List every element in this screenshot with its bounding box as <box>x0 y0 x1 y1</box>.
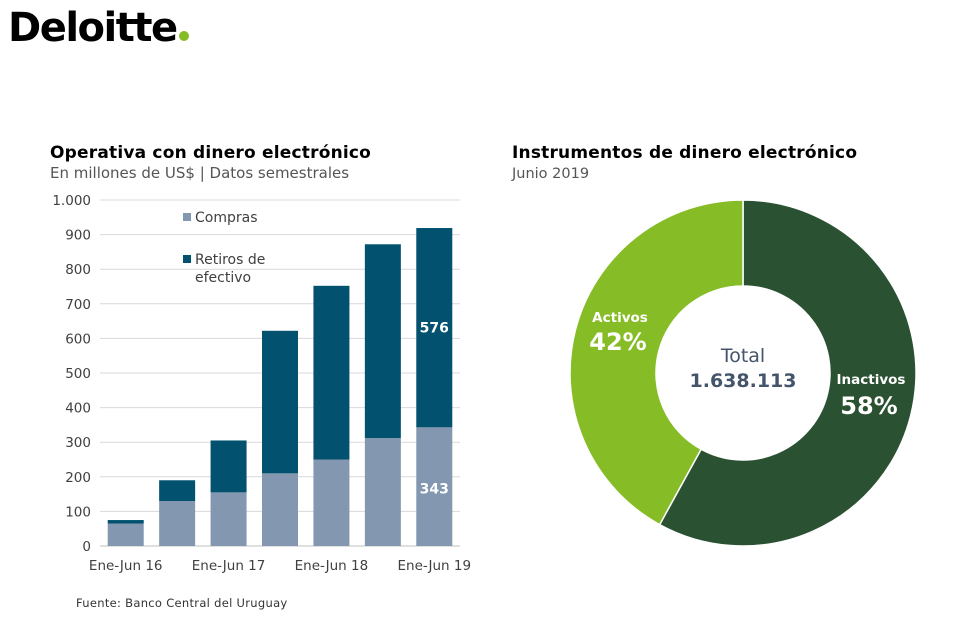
slice-value-activos: 42% <box>589 328 646 356</box>
y-tick-label: 500 <box>65 366 91 382</box>
bar-compras <box>364 438 401 546</box>
bar-compras <box>416 427 453 546</box>
legend-label-retiros-line2: efectivo <box>195 270 251 286</box>
bar-compras <box>262 473 298 546</box>
bar-retiros <box>416 228 453 428</box>
bar-chart-title: Operativa con dinero electrónico <box>50 143 372 163</box>
donut-center-label: Total <box>720 345 765 367</box>
donut-slice-activos <box>569 199 744 526</box>
y-tick-label: 0 <box>82 539 91 555</box>
bar-compras <box>210 492 247 546</box>
x-tick-label: Ene-Jun 16 <box>89 558 163 574</box>
bar-compras <box>107 523 144 546</box>
bar-retiros <box>107 520 144 524</box>
bar-compras <box>159 501 196 546</box>
legend-label-retiros: Retiros de <box>195 252 265 268</box>
legend-label-compras: Compras <box>195 210 258 226</box>
donut-center-value: 1.638.113 <box>690 370 797 392</box>
legend-swatch-compras <box>183 213 191 221</box>
x-tick-label: Ene-Jun 18 <box>295 558 369 574</box>
y-tick-label: 700 <box>65 297 91 313</box>
y-tick-label: 800 <box>65 262 91 278</box>
bar-retiros <box>159 480 196 502</box>
y-tick-label: 1.000 <box>52 193 91 209</box>
bar-retiros <box>364 244 401 439</box>
y-tick-label: 900 <box>65 228 91 244</box>
y-tick-label: 300 <box>65 435 91 451</box>
bar-data-label: 576 <box>420 321 449 337</box>
slice-value-inactivos: 58% <box>840 392 897 420</box>
deloitte-logo: Deloitte <box>8 2 189 54</box>
source-note: Fuente: Banco Central del Uruguay <box>76 596 288 610</box>
donut-slice-inactivos <box>658 199 917 547</box>
slice-label-activos: Activos <box>592 310 648 326</box>
y-tick-label: 400 <box>65 401 91 417</box>
bar-data-label: 343 <box>420 481 449 497</box>
x-tick-label: Ene-Jun 17 <box>192 558 266 574</box>
x-tick-label: Ene-Jun 19 <box>397 558 471 574</box>
slice-label-inactivos: Inactivos <box>837 372 906 388</box>
y-tick-label: 600 <box>65 331 91 347</box>
y-tick-label: 200 <box>65 470 91 486</box>
y-tick-label: 100 <box>65 504 91 520</box>
bar-compras <box>313 459 350 546</box>
donut-chart-subtitle: Junio 2019 <box>512 166 590 182</box>
legend-swatch-retiros <box>183 255 191 263</box>
bar-retiros <box>210 440 247 493</box>
bar-retiros <box>262 330 298 474</box>
donut-chart-title: Instrumentos de dinero electrónico <box>512 143 858 163</box>
bar-chart-subtitle: En millones de US$ | Datos semestrales <box>50 164 350 182</box>
bar-retiros <box>313 285 350 460</box>
logo-dot <box>178 31 189 41</box>
